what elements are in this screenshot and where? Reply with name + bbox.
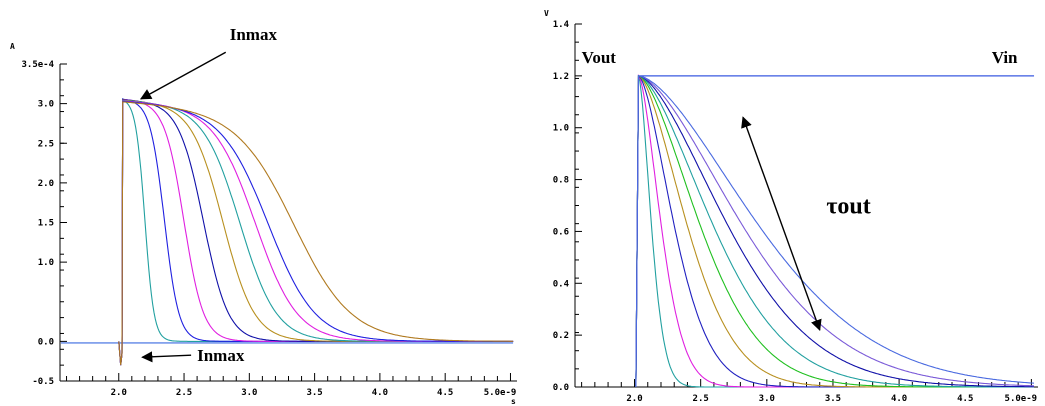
right-y-tick-label: 1.2: [553, 72, 569, 82]
left-x-tick-label: 3.0: [241, 388, 257, 398]
right-x-tick-label: 4.0: [891, 394, 907, 404]
left-x-tick-label: 3.5: [306, 388, 322, 398]
right-axes: 1.4 1.2 1.0 0.8 0.6 0.4 0.2 0.0 2.0 2.5 3.0 3.5 4.0 4…: [544, 9, 1038, 404]
left-x-tick-label: 5.0e-9: [484, 388, 517, 398]
left-y-tick-label: 3.5e-4: [21, 60, 54, 70]
left-annotation-arrow: [139, 51, 227, 100]
right-annotation-label: Vout: [582, 48, 617, 67]
voltage-series-line: [635, 75, 1034, 388]
right-y-tick-label: 0.8: [553, 176, 569, 186]
right-x-tick-label: 3.5: [825, 394, 841, 404]
left-y-tick-label: 0.0: [38, 337, 54, 347]
current-series-line: [118, 98, 514, 366]
right-y-tick-label: 0.0: [553, 383, 569, 393]
right-series-group: [635, 73, 1035, 388]
left-axes: 3.5e-4 3.0 2.5 2.0 1.5 1.0 0.0 -0.5 2.0 2.5 3.0 3.5…: [10, 42, 517, 406]
voltage-chart: 1.4 1.2 1.0 0.8 0.6 0.4 0.2 0.0 2.0 2.5 3.0 3.5 4.0 4…: [544, 9, 1038, 404]
voltage-series-line: [635, 75, 1034, 388]
left-y-tick-label: 2.0: [38, 179, 54, 189]
left-x-unit-label: s: [511, 397, 516, 406]
voltage-series-line: [635, 75, 1034, 388]
voltage-series-line: [635, 75, 1035, 388]
left-y-tick-label: 2.5: [38, 139, 54, 149]
current-series-line: [118, 100, 514, 366]
left-x-tick-label: 4.0: [372, 388, 388, 398]
right-y-tick-label: 1.0: [553, 124, 569, 134]
current-series-line: [118, 98, 514, 366]
right-y-tick-label: 1.4: [553, 20, 570, 30]
current-series-line: [118, 100, 514, 366]
voltage-series-line: [635, 74, 1034, 388]
current-series-line: [118, 99, 514, 366]
right-y-tick-label: 0.6: [553, 227, 569, 237]
right-x-tick-label: 2.5: [693, 394, 709, 404]
voltage-series-line: [635, 75, 1034, 388]
right-y-unit-label: V: [544, 9, 549, 18]
left-y-tick-label: -0.5: [32, 377, 54, 387]
right-annotation-label: τout: [826, 193, 870, 219]
left-annotation-label: Inmax: [230, 25, 278, 44]
current-series-line: [118, 101, 514, 366]
right-annotations: Vout Vin τout: [582, 48, 1018, 332]
right-x-tick-label: 4.5: [957, 394, 973, 404]
voltage-series-line: [635, 75, 1034, 388]
right-x-tick-label: 2.0: [626, 394, 642, 404]
left-annotation-arrow: [141, 351, 192, 363]
left-y-tick-label: 3.0: [38, 100, 54, 110]
current-series-line: [118, 99, 514, 366]
voltage-series-line: [635, 73, 1034, 388]
current-chart: 3.5e-4 3.0 2.5 2.0 1.5 1.0 0.0 -0.5 2.0 2.5 3.0 3.5…: [10, 25, 517, 406]
right-x-tick-label: 3.0: [759, 394, 775, 404]
right-annotation-arrow: [741, 116, 822, 332]
current-series-line: [118, 98, 514, 366]
left-x-tick-label: 2.0: [111, 388, 127, 398]
left-y-tick-label: 1.5: [38, 219, 54, 229]
left-x-tick-label: 2.5: [176, 388, 192, 398]
left-series-group: [61, 98, 514, 366]
current-series-line: [118, 99, 514, 366]
right-annotation-label: Vin: [992, 48, 1018, 67]
left-y-unit-label: A: [10, 42, 15, 51]
right-y-tick-label: 0.2: [553, 331, 569, 341]
left-x-tick-label: 4.5: [437, 388, 453, 398]
left-y-tick-label: 1.0: [38, 258, 54, 268]
voltage-series-line: [635, 75, 1034, 388]
right-y-tick-label: 0.4: [553, 279, 570, 289]
right-x-tick-label: 5.0e-9: [1005, 394, 1038, 404]
left-annotation-label: Inmax: [197, 346, 245, 365]
left-annotations: Inmax Inmax: [139, 25, 278, 365]
